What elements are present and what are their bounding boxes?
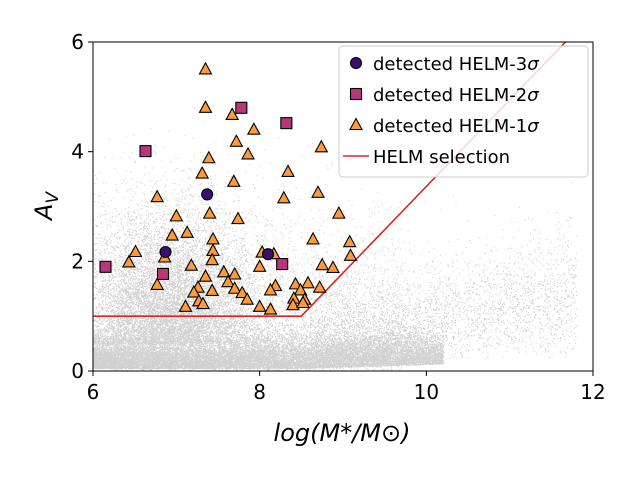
- detected-triangle-point: [235, 285, 250, 299]
- detected-triangle-point: [240, 292, 255, 305]
- legend-triangle-swatch: [349, 117, 363, 131]
- detected-triangle-point: [326, 260, 340, 273]
- detected-square-point: [235, 101, 248, 114]
- detected-triangle-point: [281, 164, 295, 178]
- detected-triangle-point: [331, 205, 346, 219]
- detected-square-point: [156, 267, 170, 280]
- detected-triangle-point: [198, 61, 213, 75]
- detected-triangle-point: [263, 282, 278, 296]
- detected-triangle-point: [202, 205, 217, 219]
- detected-triangle-point: [293, 282, 308, 296]
- detected-triangle-point: [227, 281, 242, 294]
- detected-square-point: [280, 117, 293, 130]
- detected-triangle-point: [276, 190, 291, 204]
- x-tick-label: 12: [580, 380, 605, 404]
- detected-circle-point: [261, 248, 275, 261]
- y-tick-label: 2: [71, 249, 84, 273]
- plot-frame: [92, 41, 594, 372]
- detected-triangle-point: [184, 258, 199, 271]
- y-axis-ticks: 0 2 4 6: [71, 30, 93, 383]
- x-axis-label: log(M*/M⊙): [274, 419, 411, 447]
- background-galaxy-cloud: [93, 107, 578, 371]
- detected-square-point: [99, 260, 112, 273]
- legend-label: detected HELM-3σ: [373, 54, 539, 75]
- detected-triangle-point: [150, 189, 165, 203]
- detected-triangle-point: [229, 134, 244, 147]
- y-axis-label-main: A: [30, 204, 58, 222]
- detected-circle-point: [201, 188, 214, 201]
- detected-triangle-point: [216, 264, 231, 278]
- legend: detected HELM-3σ detected HELM-2σ detected…: [338, 45, 589, 178]
- detected-triangle-point: [226, 174, 241, 187]
- detected-triangle-point: [343, 248, 358, 261]
- x-tick-label: 6: [87, 380, 100, 404]
- detected-triangle-point: [342, 234, 357, 248]
- legend-label: detected HELM-2σ: [373, 85, 539, 106]
- legend-label: detected HELM-1σ: [373, 116, 539, 137]
- detected-triangle-point: [315, 257, 330, 271]
- y-tick-label: 0: [71, 359, 84, 383]
- detected-circle-point: [159, 245, 172, 259]
- detected-triangle-point: [225, 107, 240, 120]
- legend-circle-swatch: [349, 56, 363, 70]
- legend-box: [338, 45, 589, 178]
- y-axis-label-subscript: V: [43, 191, 63, 204]
- y-tick-label: 4: [71, 140, 84, 164]
- detected-triangle-point: [252, 299, 267, 312]
- legend-label: HELM selection: [373, 147, 510, 168]
- detected-triangle-point: [231, 211, 245, 225]
- background-point-cloud: [93, 107, 578, 371]
- detected-triangle-point: [186, 284, 201, 298]
- detected-triangle-point: [288, 276, 303, 290]
- detected-triangle-point: [198, 100, 213, 113]
- detected-triangle-point: [165, 227, 180, 241]
- detected-triangle-point: [306, 231, 320, 245]
- detected-triangle-point: [198, 269, 213, 282]
- detected-triangle-point: [206, 231, 220, 245]
- detected-square-point: [139, 145, 152, 158]
- detected-triangle-point: [150, 277, 165, 290]
- detected-triangle-point: [205, 252, 220, 266]
- detected-triangle-point: [169, 208, 184, 222]
- detected-triangle-point: [296, 295, 310, 309]
- y-tick-label: 6: [71, 30, 84, 54]
- detected-triangle-point: [241, 146, 255, 160]
- detected-triangle-point: [246, 122, 261, 135]
- detected-triangle-point: [178, 299, 193, 312]
- detected-triangle-point: [221, 274, 235, 288]
- detected-triangle-point: [121, 254, 136, 268]
- detected-triangle-point: [263, 301, 278, 315]
- detected-triangle-point: [311, 185, 325, 198]
- detected-triangle-point: [195, 165, 210, 179]
- y-axis-label: AV: [30, 191, 63, 222]
- detected-triangle-point: [128, 244, 143, 258]
- detected-markers-layer: [99, 61, 358, 315]
- detected-triangle-point: [227, 266, 242, 280]
- detected-triangle-point: [312, 280, 327, 293]
- detected-triangle-point: [286, 297, 300, 311]
- detected-square-point: [276, 258, 289, 271]
- x-tick-label: 8: [253, 380, 266, 404]
- detected-triangle-point: [252, 259, 267, 272]
- detected-triangle-point: [180, 225, 195, 238]
- x-tick-label: 10: [414, 380, 439, 404]
- detected-triangle-point: [205, 283, 220, 296]
- detected-triangle-point: [314, 139, 329, 153]
- x-axis-ticks: 6 8 10 12: [87, 371, 606, 404]
- detected-triangle-point: [196, 296, 210, 310]
- detected-triangle-point: [201, 150, 216, 164]
- detected-triangle-point: [301, 275, 315, 289]
- legend-square-swatch: [349, 87, 363, 101]
